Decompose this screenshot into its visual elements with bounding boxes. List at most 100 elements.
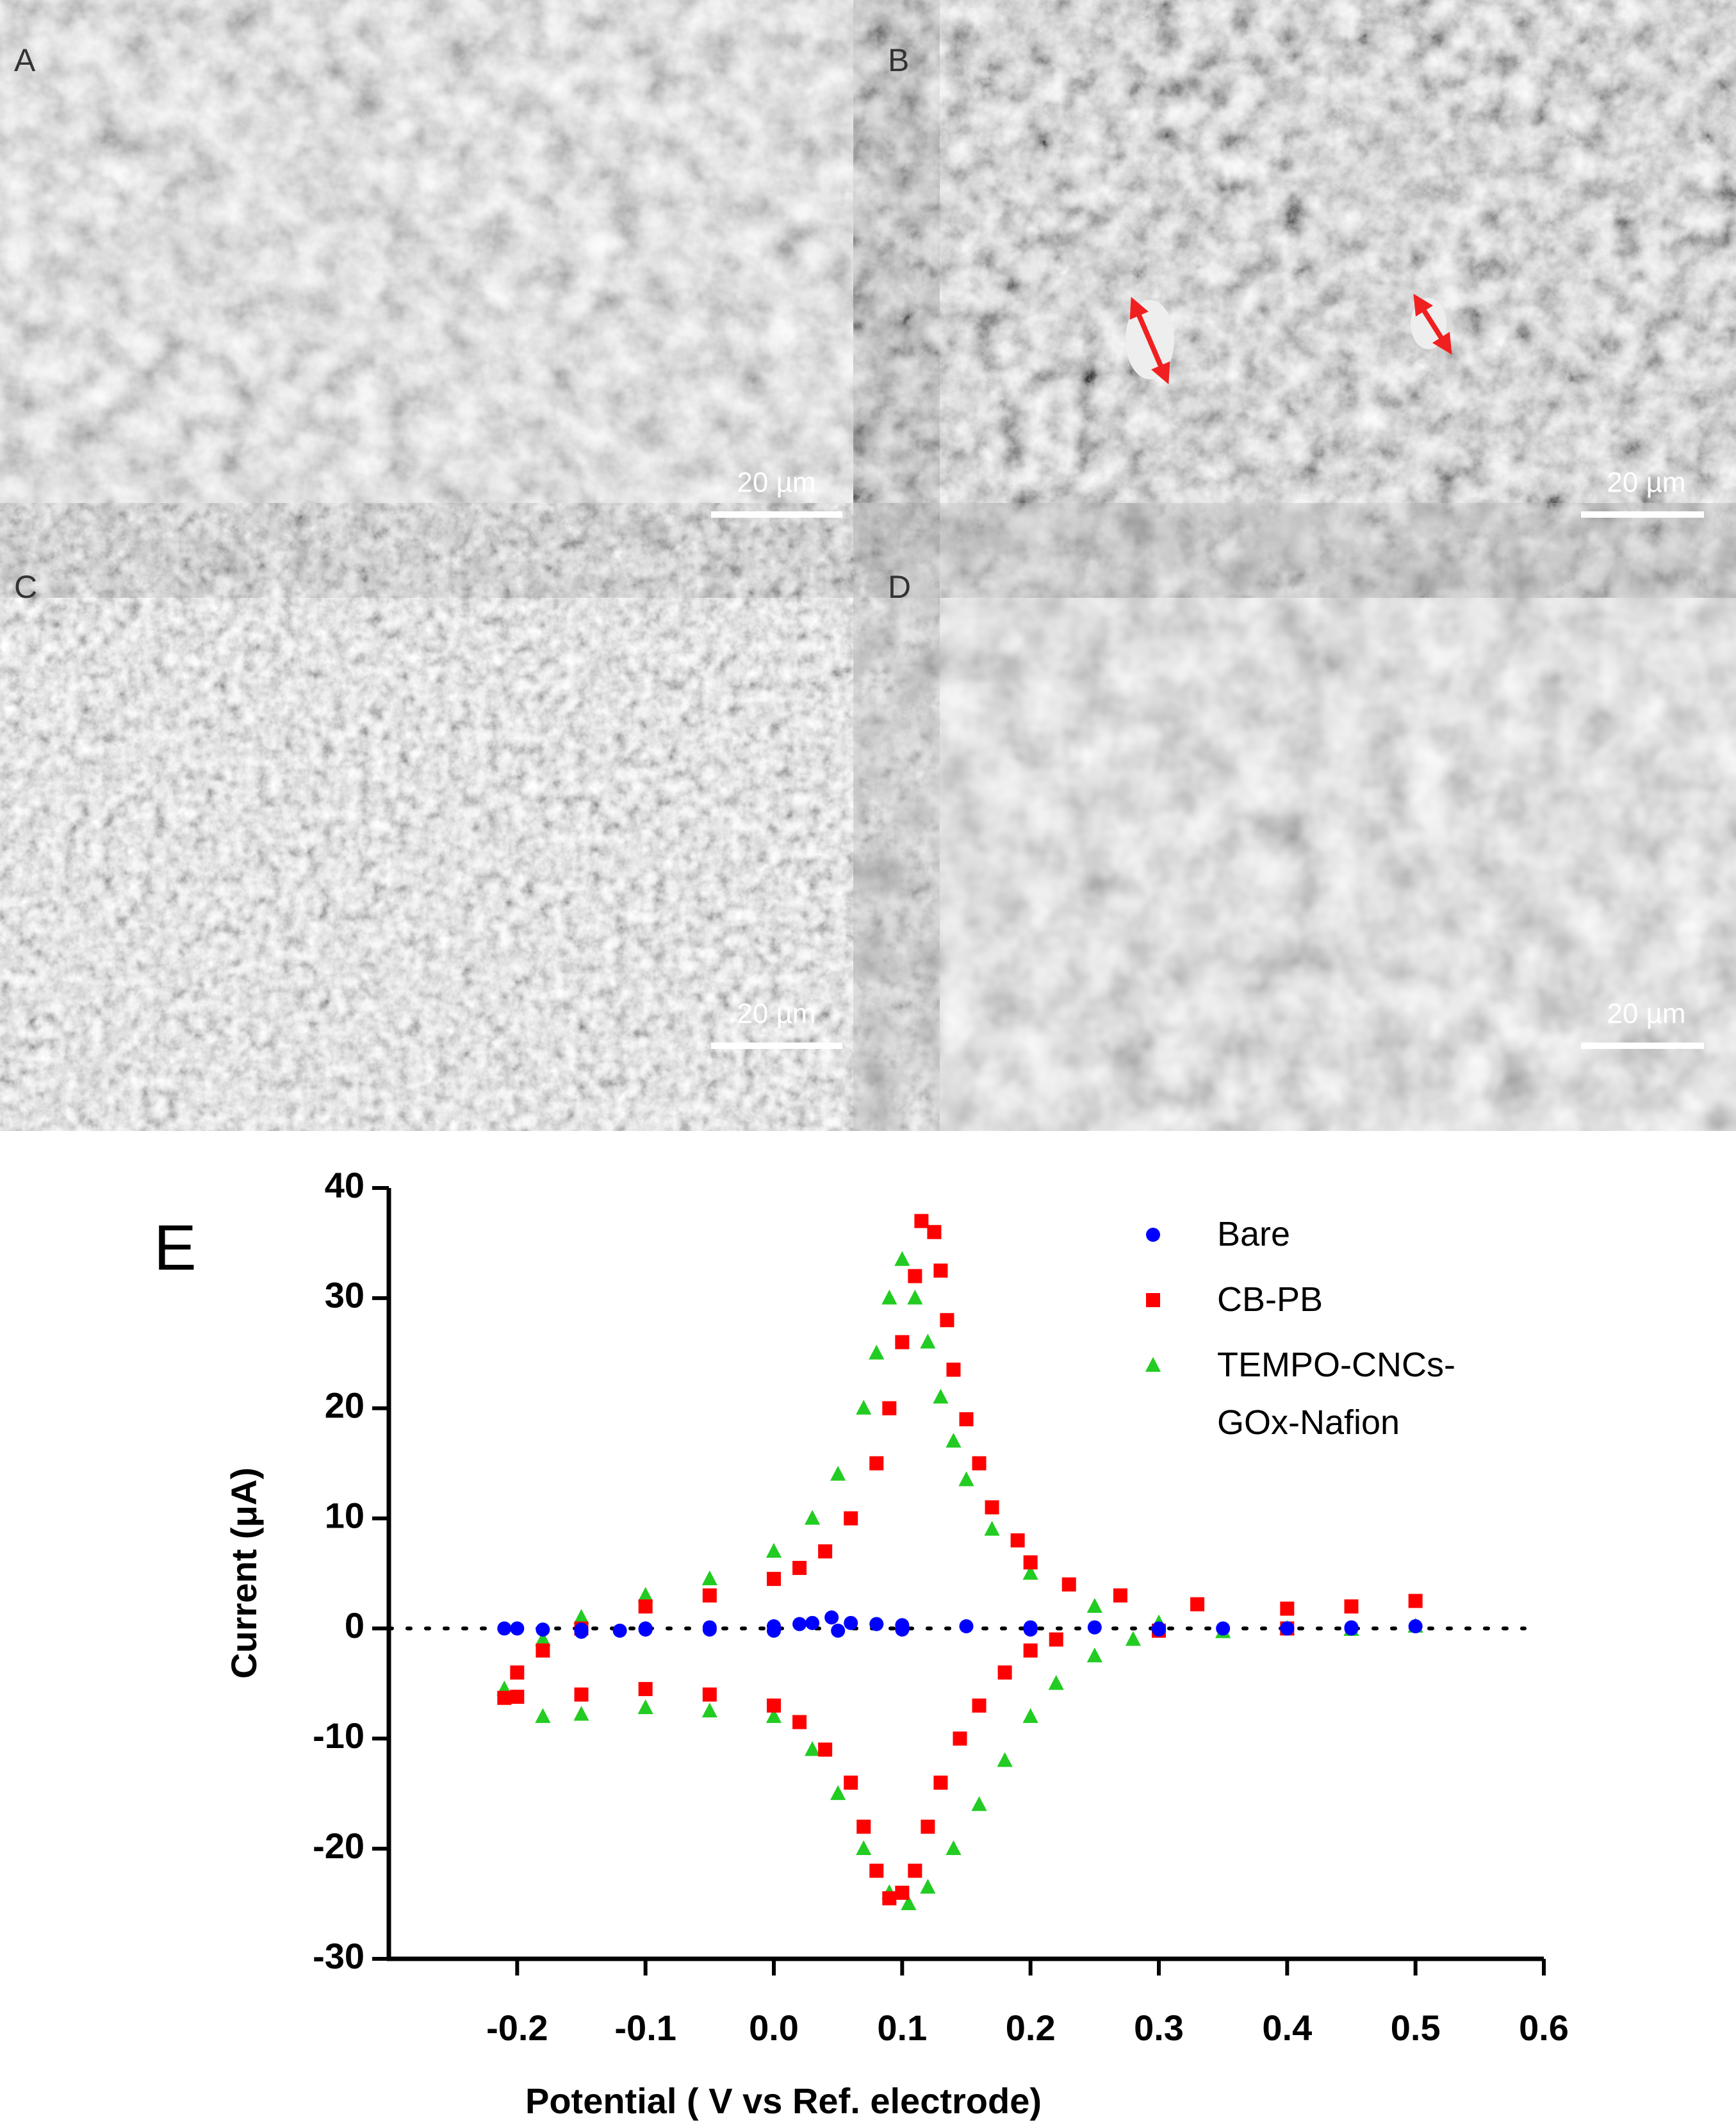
panel-label: D — [888, 569, 911, 605]
data-point — [894, 1251, 910, 1266]
sem-image — [932, 28, 1719, 546]
x-tick-label: 0.4 — [1262, 2008, 1312, 2048]
data-point — [1152, 1622, 1166, 1637]
data-point — [972, 1456, 987, 1471]
data-point — [946, 1840, 962, 1856]
data-point — [908, 1863, 922, 1878]
data-point — [1344, 1599, 1359, 1614]
data-point — [997, 1752, 1013, 1767]
data-point — [914, 1214, 929, 1228]
legend-item: TEMPO-CNCs-GOx-Nafion — [1127, 1345, 1486, 1451]
data-point — [510, 1665, 525, 1680]
y-tick-label: 40 — [325, 1165, 364, 1205]
panel-label: A — [14, 42, 36, 78]
data-point — [984, 1521, 1000, 1536]
data-point — [701, 1703, 717, 1718]
legend-marker — [1145, 1357, 1161, 1372]
data-point — [972, 1698, 987, 1713]
y-tick-label: 10 — [325, 1495, 364, 1535]
data-point — [792, 1617, 807, 1631]
data-point — [1023, 1643, 1038, 1658]
data-point — [895, 1885, 910, 1900]
y-tick-label: -20 — [313, 1826, 364, 1866]
data-point — [818, 1742, 833, 1757]
data-point — [638, 1681, 653, 1696]
data-point — [953, 1731, 967, 1746]
data-point — [1010, 1533, 1025, 1547]
data-point — [882, 1401, 897, 1415]
legend-symbol — [1145, 1357, 1161, 1372]
data-point — [805, 1615, 820, 1630]
data-point — [573, 1706, 589, 1721]
data-point — [844, 1615, 858, 1630]
data-point — [702, 1588, 717, 1603]
sem-image — [61, 28, 860, 546]
data-point — [573, 1609, 589, 1624]
data-point — [933, 1389, 949, 1404]
data-point — [881, 1289, 897, 1305]
data-point — [933, 1776, 948, 1790]
data-point — [1023, 1622, 1038, 1637]
x-tick-label: 0.5 — [1391, 2008, 1441, 2048]
data-point — [895, 1622, 910, 1637]
data-point — [510, 1689, 525, 1704]
data-point — [927, 1225, 942, 1239]
data-point — [869, 1617, 884, 1631]
data-point — [959, 1412, 974, 1426]
data-point — [1216, 1621, 1231, 1636]
sem-image — [932, 556, 1719, 1078]
data-point — [907, 1289, 923, 1305]
data-point — [1023, 1555, 1038, 1570]
data-point — [1113, 1588, 1127, 1603]
data-point — [831, 1623, 846, 1638]
data-point — [933, 1263, 948, 1278]
data-point — [1022, 1708, 1038, 1723]
data-point — [637, 1587, 653, 1602]
data-point — [1087, 1620, 1102, 1635]
data-point — [920, 1333, 936, 1349]
data-point — [792, 1560, 807, 1575]
data-point — [1408, 1594, 1423, 1608]
scale-bar-label: 20 µm — [1607, 467, 1685, 499]
data-point — [856, 1399, 872, 1415]
legend-marker — [1146, 1228, 1160, 1242]
y-tick-label: -30 — [313, 1936, 364, 1976]
legend-label: Bare — [1217, 1215, 1291, 1253]
data-point — [510, 1621, 525, 1636]
data-point — [856, 1840, 872, 1856]
data-point — [535, 1631, 551, 1646]
legend: Bare CB-PB TEMPO-CNCs-GOx-Nafion — [1127, 1214, 1486, 1468]
data-point — [637, 1699, 653, 1715]
data-point — [1048, 1675, 1064, 1690]
data-point — [940, 1313, 954, 1328]
data-point — [824, 1610, 839, 1625]
legend-symbol — [1146, 1228, 1160, 1242]
data-point — [946, 1362, 961, 1377]
x-tick-label: 0.6 — [1519, 2008, 1569, 2048]
y-tick-label: 0 — [345, 1605, 364, 1645]
data-point — [1086, 1597, 1102, 1613]
data-point — [1408, 1619, 1423, 1633]
legend-symbol — [1146, 1293, 1160, 1307]
legend-item: Bare — [1127, 1214, 1486, 1263]
scale-bar-label: 20 µm — [737, 998, 815, 1030]
data-point — [766, 1708, 782, 1723]
legend-label: TEMPO-CNCs-GOx-Nafion — [1217, 1346, 1455, 1442]
data-point — [908, 1269, 922, 1283]
y-tick-label: 30 — [325, 1275, 364, 1316]
scale-bar-label: 20 µm — [737, 467, 815, 499]
x-tick-label: -0.2 — [486, 2008, 548, 2048]
y-tick-label: 20 — [325, 1385, 364, 1426]
x-tick-label: 0.2 — [1006, 2008, 1056, 2048]
panel-label: B — [888, 42, 909, 78]
data-point — [702, 1622, 717, 1637]
data-point — [497, 1690, 512, 1705]
panel-label: C — [14, 569, 37, 605]
data-point — [882, 1891, 897, 1906]
data-point — [985, 1500, 999, 1515]
data-point — [830, 1465, 846, 1481]
panel-label: E — [154, 1212, 197, 1283]
y-axis-title: Current (μA) — [224, 1467, 264, 1679]
data-point — [869, 1456, 884, 1471]
